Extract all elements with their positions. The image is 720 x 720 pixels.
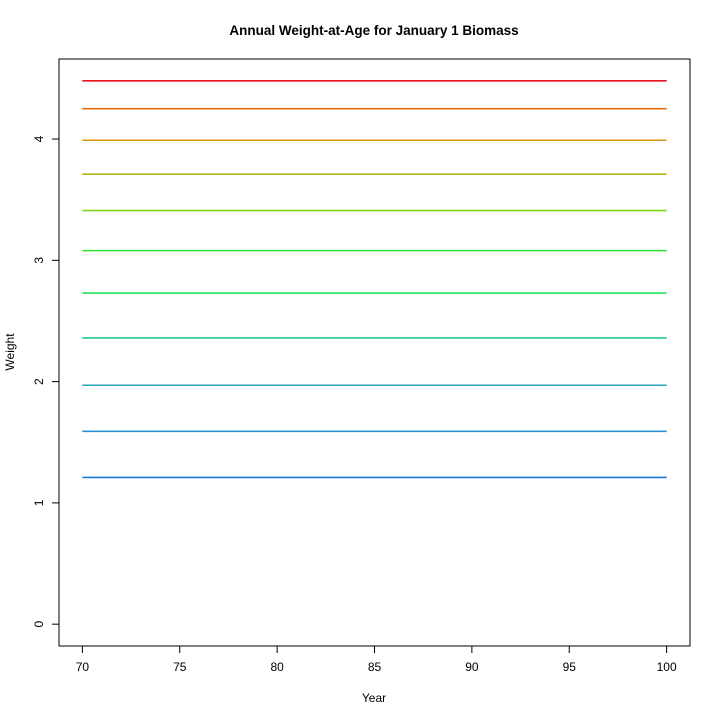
y-tick-label-3: 3 [32, 257, 46, 264]
y-tick-label-1: 1 [32, 499, 46, 506]
y-axis-label: Weight [3, 333, 17, 371]
y-tick-label-2: 2 [32, 378, 46, 385]
x-axis-label: Year [362, 691, 386, 705]
x-tick-label-85: 85 [368, 660, 382, 674]
y-tick-label-4: 4 [32, 135, 46, 142]
y-axis: 0 1 2 3 4 [32, 135, 60, 628]
x-tick-label-100: 100 [657, 660, 677, 674]
x-axis: 70 75 80 85 90 95 100 [76, 645, 677, 674]
x-tick-label-80: 80 [270, 660, 284, 674]
x-tick-label-75: 75 [173, 660, 187, 674]
x-tick-label-95: 95 [563, 660, 577, 674]
y-tick-label-0: 0 [32, 621, 46, 628]
chart-title: Annual Weight-at-Age for January 1 Bioma… [229, 23, 518, 38]
x-tick-label-90: 90 [465, 660, 479, 674]
x-tick-label-70: 70 [76, 660, 90, 674]
series-layer [82, 80, 667, 479]
